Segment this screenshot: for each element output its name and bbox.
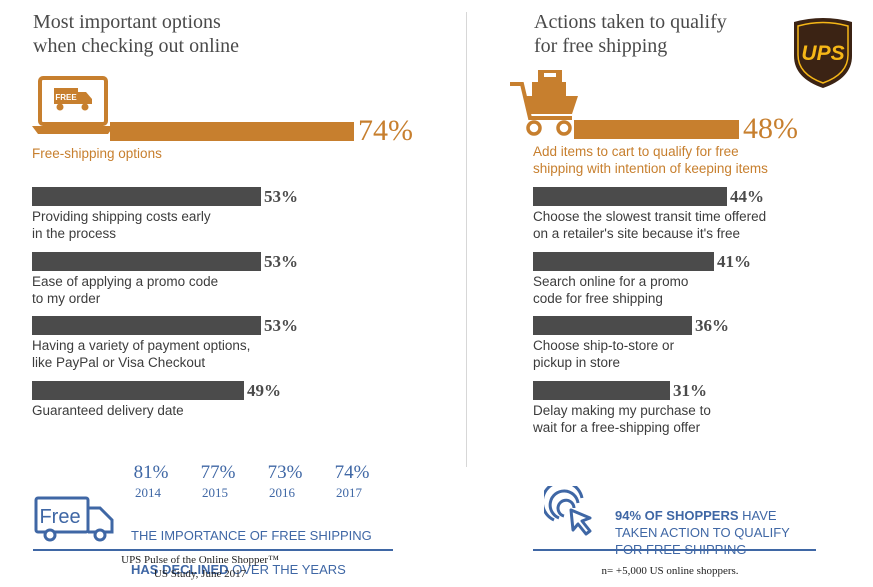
svg-text:UPS: UPS [801,42,844,65]
laptop-free-truck-icon: FREE [30,74,116,136]
right-panel-title: Actions taken to qualify for free shippi… [534,11,727,57]
bar-category-label: Guaranteed delivery date [32,403,184,418]
trend-caption-line1: THE IMPORTANCE OF FREE SHIPPING [131,528,372,543]
free-truck-icon: Free [34,495,116,543]
bar-category-label: Search online for a promo code for free … [533,274,689,306]
bar-category-label: Choose the slowest transit time offered … [533,209,767,241]
bar-value-label: 36% [695,316,729,335]
bar-value-label: 44% [730,187,764,206]
bar-category-label: Free-shipping options [32,146,162,161]
bar-value-label: 53% [264,316,298,335]
bar [32,252,261,271]
bar-value-label: 49% [247,381,281,400]
trend-caption-rest: OVER THE YEARS [228,562,346,577]
callout-text: 94% OF SHOPPERS HAVE TAKEN ACTION TO QUA… [615,490,790,558]
left-panel-title: Most important options when checking out… [33,11,240,57]
trend-rule [33,549,393,551]
bar-74pct [110,122,354,141]
year-label: 2014 [135,485,161,500]
year-value: 73% [267,462,303,483]
bar-value-label: 41% [717,252,751,271]
bar-category-label: Providing shipping costs early in the pr… [32,209,211,241]
bar [32,381,244,400]
cursor-click-icon [540,480,600,542]
sample-size-note: n= +5,000 US online shoppers. [601,565,739,577]
callout-rule [533,549,816,551]
year-label: 2017 [336,485,362,500]
year-value: 77% [200,462,236,483]
year-value: 81% [133,462,169,483]
shopping-cart-icon [508,68,584,138]
bar-value-label: 31% [673,381,707,400]
svg-text:FREE: FREE [55,93,77,102]
year-label: 2015 [202,485,228,500]
callout-bold: 94% OF SHOPPERS [615,508,739,523]
bar-category-label: Having a variety of payment options, lik… [32,338,251,370]
year-label: 2016 [269,485,295,500]
bar-value-label: 53% [264,252,298,271]
bar-category-label: Delay making my purchase to wait for a f… [533,403,711,435]
bar-category-label: Ease of applying a promo code to my orde… [32,274,219,306]
bar-48pct [574,120,739,139]
bar [533,381,670,400]
svg-text:Free: Free [39,506,80,528]
bar [533,316,692,335]
bar [32,316,261,335]
ups-shield-logo: UPS [790,16,856,90]
trend-caption-bold: HAS DECLINED [131,562,229,577]
bar-category-label: Add items to cart to qualify for free sh… [533,144,768,176]
bar-value-label: 53% [264,187,298,206]
bar [533,252,714,271]
trend-caption: THE IMPORTANCE OF FREE SHIPPING HAS DECL… [131,510,372,578]
bar-value-label: 74% [358,114,413,147]
source-note: UPS Pulse of the Online Shopper™ US Stud… [121,554,279,580]
bar [32,187,261,206]
panel-divider [466,12,467,467]
bar-value-label: 48% [743,112,798,145]
bar [533,187,727,206]
year-value: 74% [334,462,370,483]
bar-category-label: Choose ship-to-store or pickup in store [533,338,675,370]
